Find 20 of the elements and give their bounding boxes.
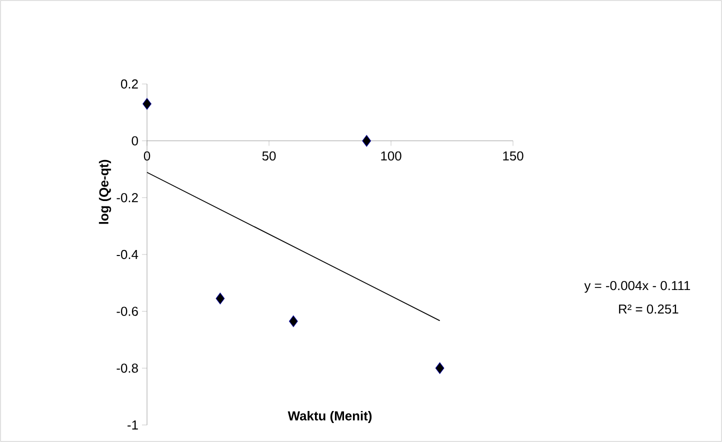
x-axis-title: Waktu (Menit): [288, 410, 372, 424]
text: R² = 0.251: [619, 304, 678, 314]
point: [362, 135, 372, 147]
point: [435, 362, 444, 374]
y-tick-label: -0.8: [116, 364, 138, 373]
y-tick-label: -0.6: [116, 306, 138, 316]
y-tick-label: 0.2: [120, 79, 138, 89]
y-tick-label: -0.2: [116, 193, 138, 202]
x-tick-label: 0: [144, 151, 150, 161]
point: [288, 315, 298, 328]
x-tick-label: 100: [381, 151, 402, 161]
text: y = -0.004x - 0.111: [584, 281, 690, 293]
x-tick-label: 150: [503, 151, 524, 161]
point: [142, 98, 152, 110]
x-tick-label: 50: [262, 151, 276, 161]
y-tick-label: 0: [132, 136, 138, 146]
y-axis-title: log (Qe-qt): [98, 160, 112, 224]
point: [216, 292, 225, 304]
y-tick-label: -0.4: [116, 250, 138, 260]
y-tick-label: -1: [128, 420, 138, 430]
